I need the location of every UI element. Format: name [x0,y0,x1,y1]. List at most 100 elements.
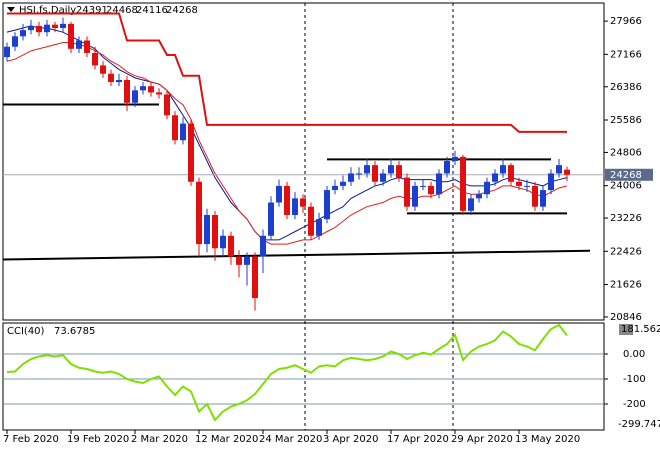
candle-body [236,256,242,265]
candle-body [396,165,402,178]
candle-body [444,160,450,174]
candle-body [324,190,330,220]
y-tick-label: 0.00 [623,349,645,360]
candle-body [68,23,74,49]
candle-body [76,40,82,49]
x-tick-label: 19 Feb 2020 [67,434,129,445]
indicator-panel-frame [2,322,605,431]
indicator-value: 73.6785 [54,326,95,337]
candle-body [412,185,418,207]
x-tick-label: 29 Apr 2020 [451,434,513,445]
line-series [6,25,568,241]
candle-body [532,185,538,207]
candle-body [228,235,234,257]
price-panel-frame [2,2,605,321]
candle-body [188,123,194,182]
candle-body [28,25,34,31]
candle-body [36,25,42,33]
y-tick-label: 24006 [610,181,642,192]
candle-body [300,198,306,207]
ohlc-close: 24268 [166,5,198,16]
y-tick-label: 22426 [610,246,642,257]
candle-body [108,73,114,83]
candle-body [260,235,266,257]
candle-body [460,156,466,211]
candle-body [364,165,370,174]
candle-body [428,185,434,195]
candle-body [516,181,522,186]
x-tick-label: 24 Mar 2020 [259,434,322,445]
menu-arrow [7,7,15,12]
trend-line [2,249,591,261]
line-series [6,323,568,422]
candle-body [164,94,170,116]
candle-body [212,214,218,249]
candle-body [492,173,498,182]
candle-body [276,185,282,203]
price-tag [605,168,653,181]
candle-body [316,219,322,236]
x-tick-label: 3 Apr 2020 [323,434,378,445]
candle-body [196,181,202,245]
candle-body [4,46,10,58]
scale-tag [619,324,633,335]
candle-body [44,24,50,33]
candle-body [20,30,26,37]
ohlc-high: 24468 [106,5,138,16]
candle-body [180,123,186,141]
candle-body [372,165,378,182]
line-series [6,42,568,245]
price-tag-label: 24268 [610,170,642,181]
y-tick-label: 25586 [610,115,642,126]
candle-body [12,36,18,47]
candle-body [356,173,362,175]
candle-body [332,185,338,191]
candle-body [172,115,178,141]
candle-body [92,52,98,66]
y-tick-label: 27166 [610,49,642,60]
ohlc-low: 24116 [136,5,168,16]
x-tick-label: 13 May 2020 [515,434,580,445]
y-tick-label: 20846 [610,312,642,323]
candle-body [524,185,530,187]
candle-body [268,202,274,236]
candle-body [388,165,394,174]
candle-body [508,165,514,182]
candle-body [148,86,154,93]
candle-body [308,206,314,236]
candle-body [52,24,58,29]
candle-body [436,173,442,195]
candle-body [124,79,130,103]
candle-body [220,235,226,249]
y-tick-label: 24806 [610,147,642,158]
candle-body [292,198,298,215]
candle-body [548,173,554,191]
scale-max-label: 181.5627 [621,324,660,335]
candle-body [244,256,250,265]
candle-body [404,177,410,207]
candle-body [60,23,66,29]
line-series [7,12,567,133]
y-tick-label: -100 [623,374,646,385]
y-tick-label: 23226 [610,213,642,224]
candle-body [132,90,138,103]
y-tick-label: 27966 [610,16,642,27]
candle-body [468,198,474,211]
candle-body [564,169,570,175]
candle-body [140,86,146,91]
candle-body [540,190,546,207]
candle-body [156,92,162,95]
scale-min-label: -299.747 [618,419,660,430]
candle-body [252,256,258,299]
candle-body [204,214,210,245]
indicator-name: CCI(40) [7,326,45,337]
candle-body [84,40,90,53]
candle-body [484,181,490,195]
candle-body [380,173,386,182]
candle-body [420,185,426,187]
ohlc-open: 24391 [76,5,108,16]
chart-title: HSI,fs,Daily [19,5,76,16]
candle-body [452,156,458,161]
candle-body [556,165,562,174]
candle-body [500,165,506,174]
